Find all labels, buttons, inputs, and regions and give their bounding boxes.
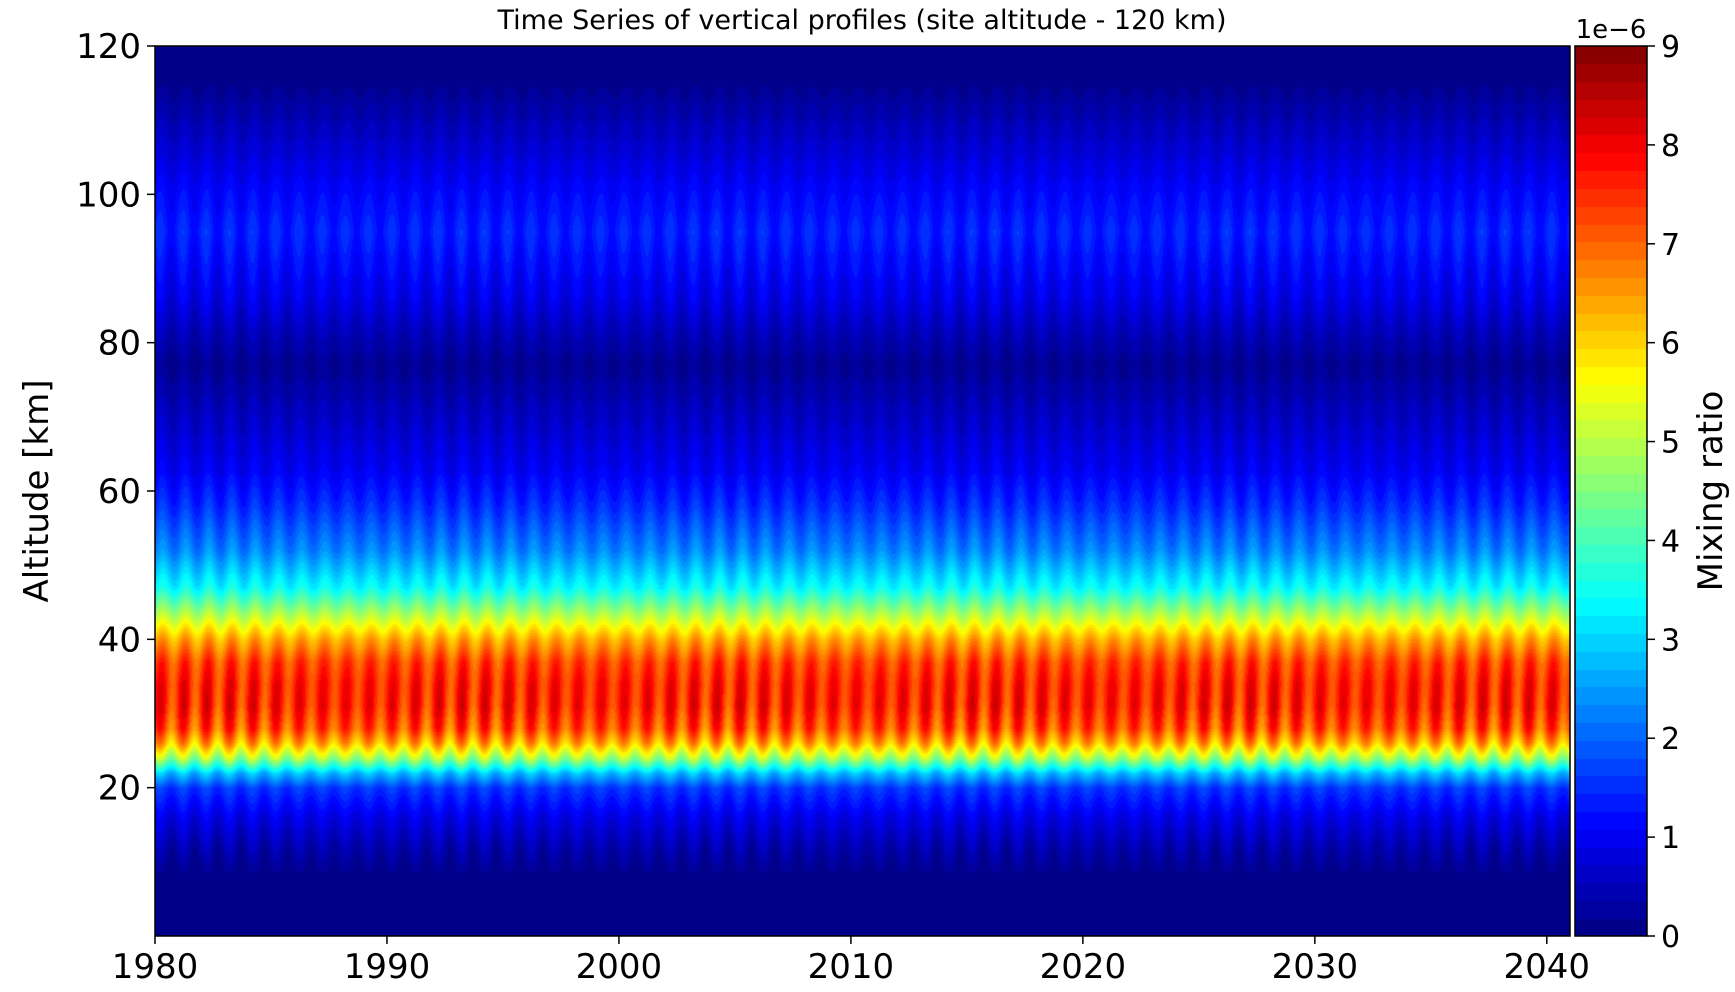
colorbar-tick-label: 8	[1661, 129, 1680, 164]
y-tick-label: 120	[76, 27, 141, 67]
colorbar-tick-label: 6	[1661, 327, 1680, 362]
colorbar-tick-label: 7	[1661, 228, 1680, 263]
chart-title: Time Series of vertical profiles (site a…	[496, 5, 1226, 36]
colorbar-ticks: 0 1 2 3 4 5 6 7 8 9	[1647, 30, 1680, 955]
colorbar-label: Mixing ratio	[1691, 391, 1731, 592]
y-tick-label: 80	[98, 324, 141, 364]
colorbar-offset-text: 1e−6	[1576, 15, 1647, 45]
colorbar-tick-label: 5	[1661, 426, 1680, 461]
colorbar-tick-label: 4	[1661, 524, 1680, 559]
x-tick-label: 2010	[808, 947, 895, 987]
x-axis: 1980 1990 2000 2010 2020 2030 2040	[112, 936, 1590, 987]
x-tick-label: 2000	[576, 947, 663, 987]
colorbar-canvas	[1575, 46, 1647, 936]
colorbar: 0 1 2 3 4 5 6 7 8 9 1e−6 Mixing ratio	[1574, 15, 1731, 955]
heatmap-canvas	[155, 46, 1570, 936]
plot-area	[154, 45, 1571, 937]
x-tick-label: 2020	[1040, 947, 1127, 987]
colorbar-tick-label: 9	[1661, 30, 1680, 65]
colorbar-frame	[1574, 45, 1648, 937]
colorbar-tick-label: 3	[1661, 623, 1680, 658]
y-tick-label: 40	[98, 620, 141, 660]
colorbar-tick-label: 1	[1661, 821, 1680, 856]
y-axis: 20 40 60 80 100 120	[76, 27, 155, 809]
x-tick-label: 1990	[344, 947, 431, 987]
x-tick-label: 2040	[1504, 947, 1591, 987]
colorbar-tick-label: 0	[1661, 920, 1680, 955]
x-tick-label: 1980	[112, 947, 199, 987]
y-tick-label: 60	[98, 472, 141, 512]
y-axis-label: Altitude [km]	[17, 379, 57, 602]
colorbar-tick-label: 2	[1661, 722, 1680, 757]
y-tick-label: 20	[98, 769, 141, 809]
y-tick-label: 100	[76, 175, 141, 215]
x-tick-label: 2030	[1272, 947, 1359, 987]
